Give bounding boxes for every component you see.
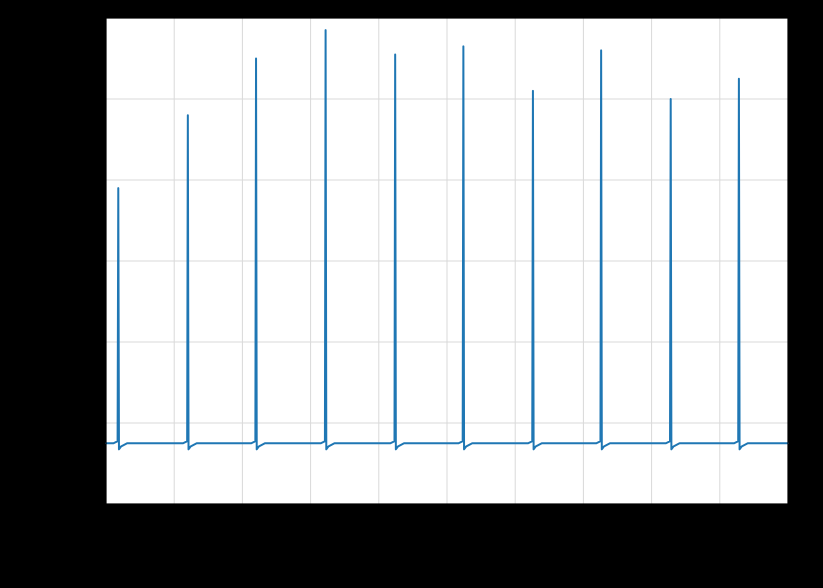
x-axis-label: Time (ms) [416, 530, 478, 546]
y-tick-label: −80 [73, 496, 95, 511]
x-tick-label: 250 [436, 511, 458, 526]
x-tick-label: 450 [709, 511, 731, 526]
y-tick-label: 0 [88, 172, 95, 187]
x-tick-label: 300 [504, 511, 526, 526]
x-tick-label: 200 [368, 511, 390, 526]
y-tick-label: −40 [73, 334, 95, 349]
x-tick-label: 0 [102, 511, 109, 526]
x-tick-label: 350 [573, 511, 595, 526]
x-tick-label: 500 [777, 511, 799, 526]
x-tick-label: 100 [232, 511, 254, 526]
x-tick-label: 150 [300, 511, 322, 526]
y-tick-label: −20 [73, 253, 95, 268]
y-tick-label: 20 [81, 91, 95, 106]
y-tick-label: −60 [73, 415, 95, 430]
y-tick-label: 40 [81, 10, 95, 25]
spike-chart: 050100150200250300350400450500−80−60−40−… [0, 0, 823, 588]
x-tick-label: 50 [167, 511, 181, 526]
y-axis-label: Vm (mV) [44, 233, 60, 288]
x-tick-label: 400 [641, 511, 663, 526]
